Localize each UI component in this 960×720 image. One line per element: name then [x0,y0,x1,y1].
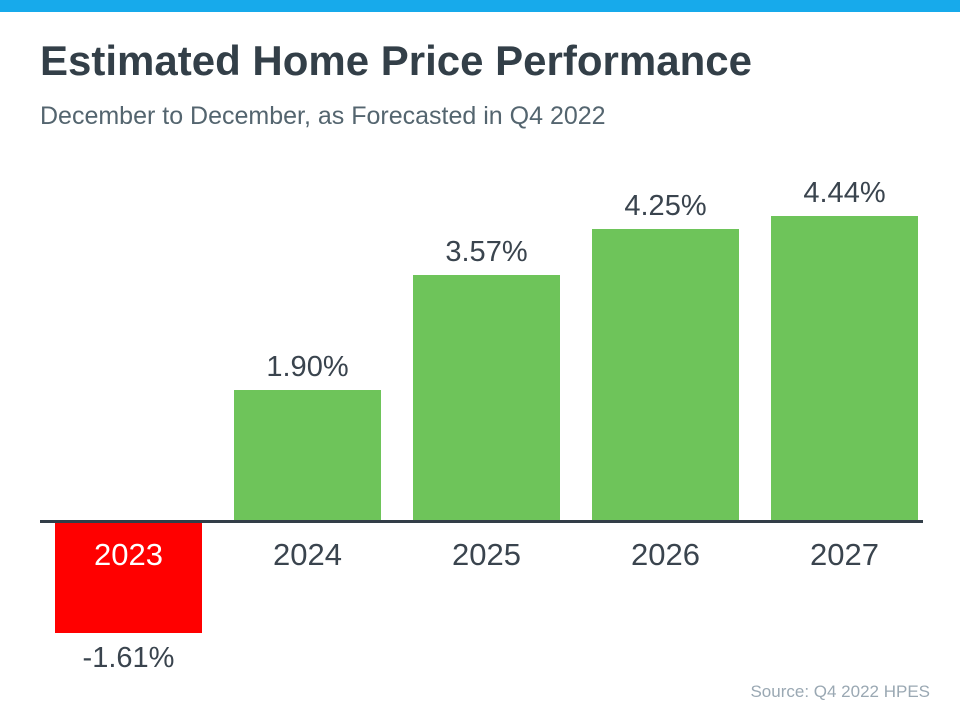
bar-2027 [771,216,918,520]
value-label-2023: -1.61% [82,642,175,674]
source-note: Source: Q4 2022 HPES [750,682,930,701]
bar-2024 [234,390,381,520]
category-label-2027: 2027 [810,537,879,572]
category-label-2024: 2024 [273,537,342,572]
bar-2026 [592,229,739,520]
category-label-2023: 2023 [94,537,163,572]
value-label-2026: 4.25% [624,190,707,222]
value-label-2025: 3.57% [445,236,528,268]
category-label-2025: 2025 [452,537,521,572]
value-label-2024: 1.90% [266,351,349,383]
x-axis-baseline [40,520,923,523]
accent-stripe [0,0,960,12]
value-label-2027: 4.44% [803,177,886,209]
chart-subtitle: December to December, as Forecasted in Q… [40,102,606,130]
chart-title: Estimated Home Price Performance [40,37,752,84]
bar-2023 [55,523,202,633]
bar-2025 [413,275,560,520]
category-label-2026: 2026 [631,537,700,572]
